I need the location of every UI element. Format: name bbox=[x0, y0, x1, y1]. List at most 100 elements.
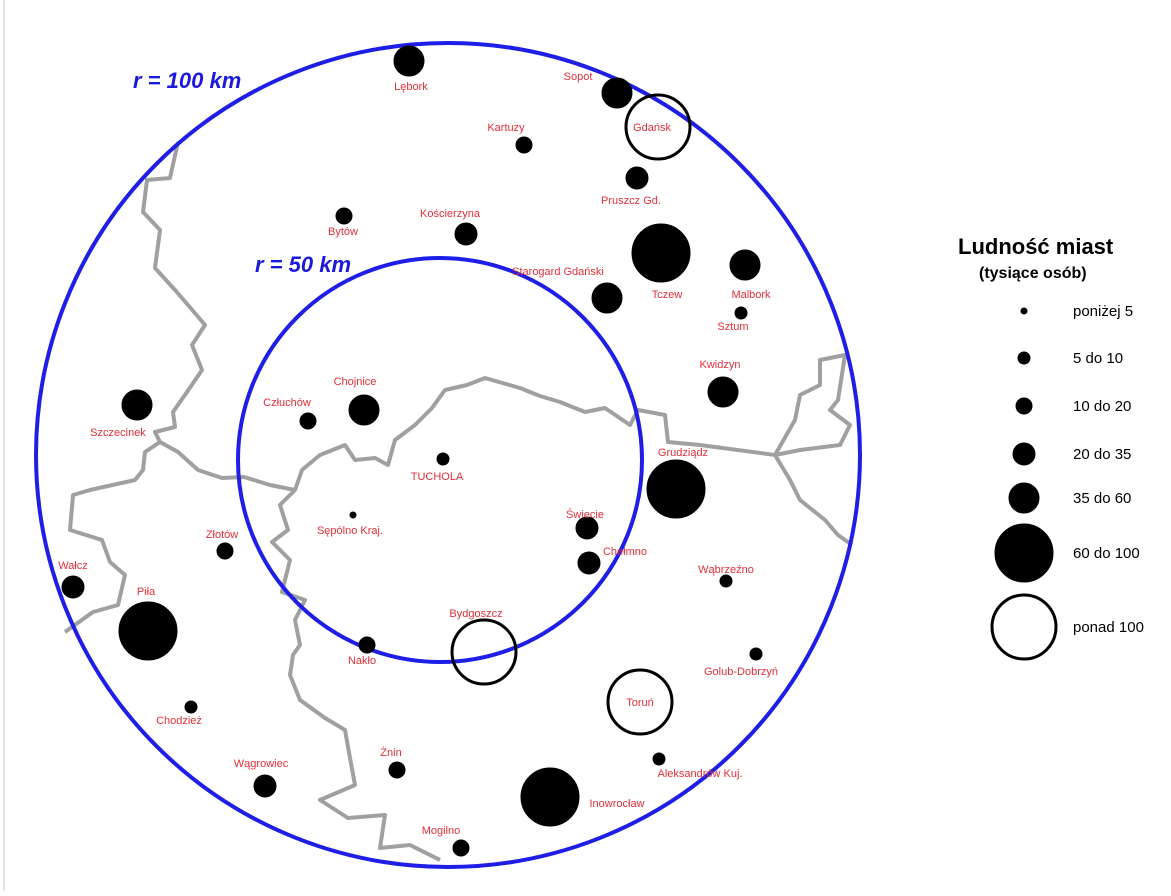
legend-label-0: poniżej 5 bbox=[1073, 303, 1133, 320]
city-label-golub-dobrzyn: Golub-Dobrzyń bbox=[704, 666, 778, 678]
city-label-znin: Żnin bbox=[380, 746, 401, 759]
city-label-kartuzy: Kartuzy bbox=[487, 122, 525, 134]
city-symbol-sztum bbox=[734, 306, 748, 320]
city-label-kwidzyn: Kwidzyn bbox=[700, 359, 741, 371]
city-label-mogilno: Mogilno bbox=[422, 825, 461, 837]
city-label-starogard-gdanski: Starogard Gdański bbox=[512, 266, 604, 278]
city-symbol-pila bbox=[118, 601, 178, 661]
city-symbol-sopot bbox=[601, 77, 633, 109]
city-symbols: Lębork Sopot Gdańsk Kartuzy Pruszcz Gd. Bytów… bbox=[58, 45, 778, 857]
city-symbol-koscierzyna bbox=[454, 222, 478, 246]
city-symbol-bytow bbox=[335, 207, 353, 225]
city-symbol-aleksandrow-kuj bbox=[652, 752, 666, 766]
city-labels: Lębork Sopot Gdańsk Kartuzy Pruszcz Gd. Bytów… bbox=[58, 71, 778, 837]
city-symbol-grudziadz bbox=[646, 459, 706, 519]
border-west bbox=[63, 141, 207, 634]
legend-label-4: 35 do 60 bbox=[1073, 490, 1131, 507]
city-label-gdansk: Gdańsk bbox=[633, 122, 671, 134]
city-symbol-starogard-gdanski bbox=[591, 282, 623, 314]
city-symbol-chodziez bbox=[184, 700, 198, 714]
city-symbol-kwidzyn bbox=[707, 376, 739, 408]
city-label-walcz: Wałcz bbox=[58, 560, 88, 572]
city-symbol-wagrowiec bbox=[253, 774, 277, 798]
city-label-pila: Piła bbox=[137, 586, 156, 598]
city-label-torun: Toruń bbox=[626, 697, 654, 709]
legend-subtitle: (tysiące osób) bbox=[979, 265, 1087, 282]
legend-title: Ludność miast bbox=[958, 234, 1114, 259]
legend-label-2: 10 do 20 bbox=[1073, 398, 1131, 415]
city-symbol-bydgoszcz bbox=[450, 618, 518, 686]
city-symbol-swiecie bbox=[575, 516, 599, 540]
city-label-aleksandrow-kuj: Aleksandrów Kuj. bbox=[658, 768, 743, 780]
legend-symbol-5 bbox=[994, 523, 1054, 583]
city-symbol-tuchola bbox=[436, 452, 450, 466]
legend-symbol-3 bbox=[1012, 442, 1036, 466]
city-symbol-gdansk bbox=[624, 93, 692, 161]
border-east bbox=[773, 353, 854, 547]
city-label-inowroclaw: Inowrocław bbox=[589, 798, 644, 810]
legend-label-1: 5 do 10 bbox=[1073, 350, 1123, 367]
city-symbol-malbork bbox=[729, 249, 761, 281]
border-central bbox=[159, 376, 776, 492]
legend-label-3: 20 do 35 bbox=[1073, 446, 1131, 463]
city-symbol-znin bbox=[388, 761, 406, 779]
distance-rings: r = 100 km r = 50 km bbox=[34, 41, 862, 869]
legend-label-6: ponad 100 bbox=[1073, 619, 1144, 636]
city-label-zlotow: Złotów bbox=[206, 529, 238, 541]
city-symbol-sepolno-kraj bbox=[349, 511, 357, 519]
city-symbol-walcz bbox=[61, 575, 85, 599]
legend-symbol-0 bbox=[1020, 307, 1028, 315]
city-symbol-szczecinek bbox=[121, 389, 153, 421]
city-label-wabrzezno: Wąbrzeźno bbox=[698, 564, 754, 576]
legend-symbol-4 bbox=[1008, 482, 1040, 514]
ring-outer-circle bbox=[34, 41, 862, 869]
city-symbol-kartuzy bbox=[515, 136, 533, 154]
city-label-wagrowiec: Wągrowiec bbox=[234, 758, 289, 770]
city-label-sopot: Sopot bbox=[564, 71, 593, 83]
city-symbol-lebork bbox=[393, 45, 425, 77]
city-label-lebork: Lębork bbox=[394, 81, 428, 93]
legend-items: poniżej 5 5 do 10 10 do 20 20 do 35 35 do 60… bbox=[990, 303, 1144, 661]
city-symbol-golub-dobrzyn bbox=[749, 647, 763, 661]
city-label-malbork: Malbork bbox=[731, 289, 771, 301]
voivodeship-borders bbox=[63, 141, 854, 862]
city-label-sepolno-kraj: Sępólno Kraj. bbox=[317, 525, 383, 537]
legend: Ludność miast (tysiące osób) poniżej 5 5 … bbox=[958, 234, 1144, 661]
city-symbol-czluchow bbox=[299, 412, 317, 430]
city-label-pruszcz-gd: Pruszcz Gd. bbox=[601, 195, 661, 207]
ring-outer-label: r = 100 km bbox=[133, 68, 241, 93]
city-symbol-torun bbox=[606, 668, 674, 736]
city-label-bytow: Bytów bbox=[328, 226, 358, 238]
border-southwest bbox=[270, 488, 441, 862]
legend-label-5: 60 do 100 bbox=[1073, 545, 1140, 562]
city-label-sztum: Sztum bbox=[717, 321, 748, 333]
city-label-bydgoszcz: Bydgoszcz bbox=[449, 608, 502, 620]
city-symbol-pruszcz-gd bbox=[625, 166, 649, 190]
city-symbol-zlotow bbox=[216, 542, 234, 560]
city-label-szczecinek: Szczecinek bbox=[90, 427, 146, 439]
legend-symbol-2 bbox=[1015, 397, 1033, 415]
legend-symbol-6 bbox=[990, 593, 1058, 661]
city-symbol-tczew bbox=[631, 223, 691, 283]
ring-inner-circle bbox=[236, 256, 644, 664]
city-label-tuchola: TUCHOLA bbox=[411, 471, 464, 483]
city-label-swiecie: Świecie bbox=[566, 508, 604, 521]
city-symbol-wabrzezno bbox=[719, 574, 733, 588]
city-label-naklo: Nakło bbox=[348, 655, 376, 667]
city-symbol-chelmno bbox=[577, 551, 601, 575]
city-label-chodziez: Chodzież bbox=[156, 715, 202, 727]
city-symbol-mogilno bbox=[452, 839, 470, 857]
legend-symbol-1 bbox=[1017, 351, 1031, 365]
city-label-chelmno: Chełmno bbox=[603, 546, 647, 558]
city-label-koscierzyna: Kościerzyna bbox=[420, 208, 481, 220]
city-symbol-inowroclaw bbox=[520, 767, 580, 827]
city-symbol-naklo bbox=[358, 636, 376, 654]
city-symbol-chojnice bbox=[348, 394, 380, 426]
city-label-chojnice: Chojnice bbox=[334, 376, 377, 388]
city-label-czluchow: Człuchów bbox=[263, 397, 311, 409]
ring-inner-label: r = 50 km bbox=[255, 252, 351, 277]
city-label-grudziadz: Grudziądz bbox=[658, 447, 708, 459]
city-label-tczew: Tczew bbox=[652, 289, 683, 301]
